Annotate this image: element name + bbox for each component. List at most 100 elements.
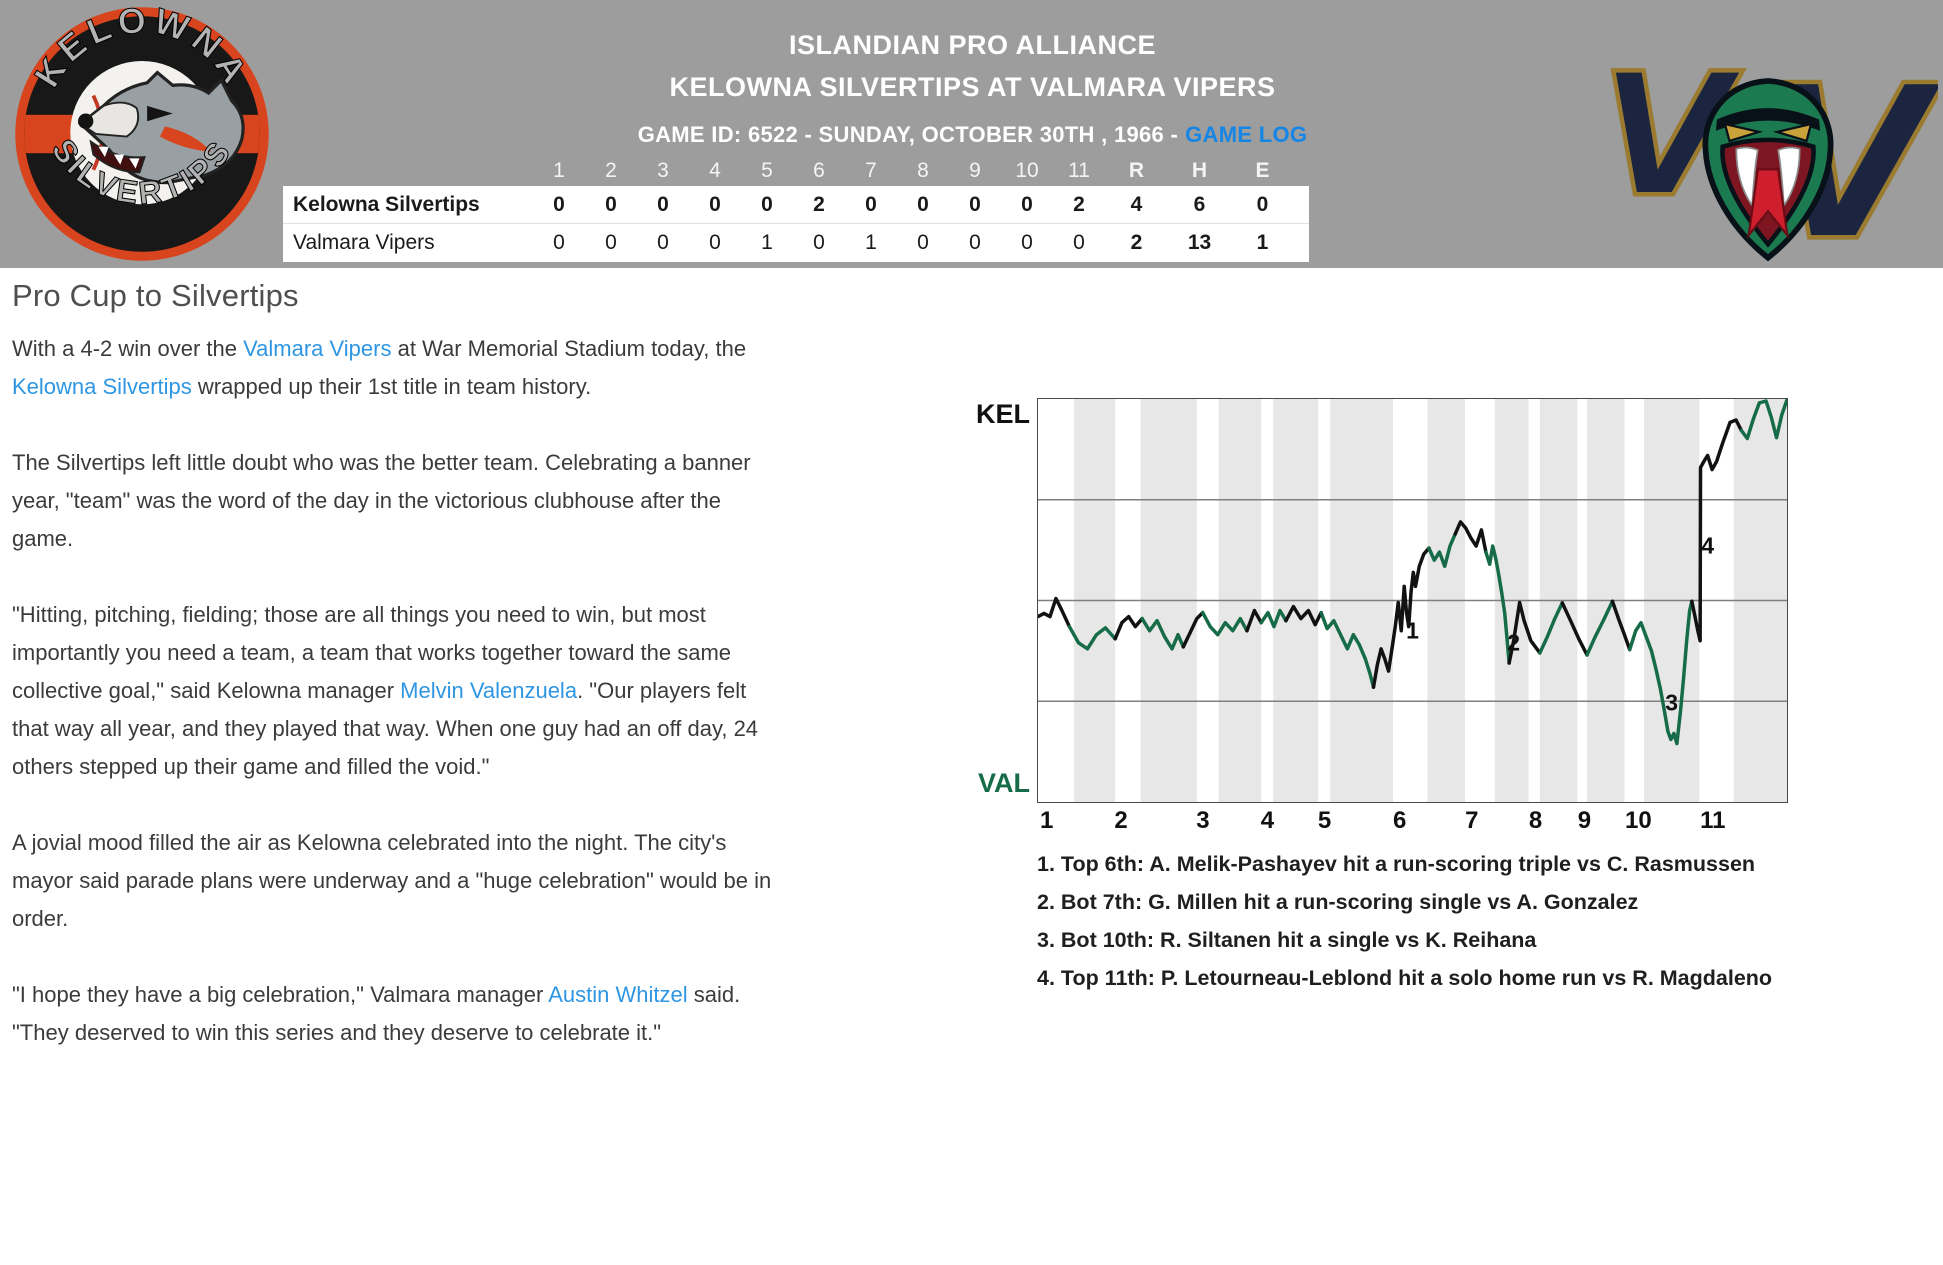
linescore-col-9: 9 bbox=[969, 158, 981, 182]
linescore-header-row: 1 2 3 4 5 6 7 8 9 10 11 R H E bbox=[283, 155, 1309, 186]
x-tick-inning-5: 5 bbox=[1317, 807, 1332, 834]
inning-score: 2 bbox=[813, 192, 825, 216]
linescore-row: Valmara Vipers 0 0 0 0 1 0 1 0 0 0 0 2 13 1 bbox=[283, 224, 1309, 262]
x-tick-inning-11: 11 bbox=[1700, 807, 1726, 834]
article-text: . "Our players felt that way all year, a… bbox=[12, 678, 759, 779]
team-name: Valmara Vipers bbox=[293, 231, 435, 254]
linescore-table: 1 2 3 4 5 6 7 8 9 10 11 R H E Kelowna Silvertips 0 0 0 0 0… bbox=[283, 155, 1309, 262]
inning-score: 0 bbox=[553, 192, 565, 216]
win-probability-line-val bbox=[1201, 610, 1249, 637]
chart-annotation-2: 2 bbox=[1507, 629, 1521, 656]
inning-score: 1 bbox=[761, 231, 773, 254]
game-log-link[interactable]: GAME LOG bbox=[1185, 122, 1308, 147]
article-text: A jovial mood filled the air as Kelowna … bbox=[12, 830, 772, 931]
x-tick-inning-7: 7 bbox=[1465, 807, 1479, 834]
inning-score: 0 bbox=[553, 231, 565, 254]
chart-event: 2. Bot 7th: G. Millen hit a run-scoring … bbox=[1037, 890, 1639, 914]
errors-total: 0 bbox=[1256, 192, 1269, 216]
valmara-vipers-logo: V V bbox=[1598, 35, 1938, 291]
win-probability-line-kel bbox=[1507, 600, 1542, 665]
article-text: The Silvertips left little doubt who was… bbox=[12, 450, 751, 551]
x-tick-inning-4: 4 bbox=[1260, 807, 1275, 834]
win-probability-line-val bbox=[1538, 601, 1565, 655]
win-probability-line-kel bbox=[1453, 520, 1488, 554]
linescore-row: Kelowna Silvertips 0 0 0 0 0 2 0 0 0 0 2 4 6 0 bbox=[283, 186, 1309, 224]
win-probability-line-kel bbox=[1690, 418, 1744, 643]
article-paragraph: The Silvertips left little doubt who was… bbox=[12, 444, 780, 558]
x-tick-inning-8: 8 bbox=[1528, 807, 1543, 834]
chart-annotation-3: 3 bbox=[1665, 689, 1679, 716]
matchup-title: KELOWNA SILVERTIPS AT VALMARA VIPERS bbox=[669, 72, 1276, 102]
article-paragraph: A jovial mood filled the air as Kelowna … bbox=[12, 824, 780, 938]
linescore-col-10: 10 bbox=[1015, 158, 1039, 182]
win-probability-line-val bbox=[1259, 608, 1288, 629]
linescore-col-H: H bbox=[1191, 158, 1208, 182]
linescore-col-1: 1 bbox=[553, 158, 565, 182]
viper-head-icon bbox=[1702, 78, 1834, 262]
win-probability-line-kel bbox=[1610, 599, 1632, 652]
linescore-col-E: E bbox=[1255, 158, 1270, 182]
inning-score: 0 bbox=[605, 192, 617, 216]
article-paragraph: "Hitting, pitching, fielding; those are … bbox=[12, 596, 780, 786]
inning-score: 0 bbox=[761, 192, 773, 216]
inning-score: 0 bbox=[657, 192, 669, 216]
article-text: at War Memorial Stadium today, the bbox=[391, 336, 747, 361]
header-title-block: ISLANDIAN PRO ALLIANCE KELOWNA SILVERTIP… bbox=[480, 28, 1465, 148]
game-info-line: GAME ID: 6522 - SUNDAY, OCTOBER 30TH , 1… bbox=[480, 122, 1465, 148]
runs-total: 2 bbox=[1130, 231, 1143, 254]
win-probability-line-val bbox=[1140, 616, 1186, 651]
chart-annotation-1: 1 bbox=[1406, 617, 1419, 644]
article-text: "Hitting, pitching, fielding; those are … bbox=[12, 602, 732, 703]
x-tick-inning-10: 10 bbox=[1625, 807, 1652, 834]
win-probability-line-val bbox=[1739, 399, 1787, 441]
chart-event: 4. Top 11th: P. Letourneau-Leblond hit a… bbox=[1037, 966, 1773, 990]
linescore-col-5: 5 bbox=[761, 158, 773, 182]
hits-total: 6 bbox=[1193, 192, 1206, 216]
article-link[interactable]: Melvin Valenzuela bbox=[400, 678, 578, 703]
league-title: ISLANDIAN PRO ALLIANCE bbox=[789, 30, 1156, 60]
inning-score: 0 bbox=[709, 192, 721, 216]
inning-score: 0 bbox=[969, 231, 981, 254]
inning-score: 0 bbox=[657, 231, 669, 254]
chart-event: 1. Top 6th: A. Melik-Pashayev hit a run-… bbox=[1037, 852, 1756, 876]
inning-score: 0 bbox=[813, 231, 825, 254]
inning-score: 0 bbox=[1021, 231, 1033, 254]
article-text: With a 4-2 win over the bbox=[12, 336, 244, 361]
chart-annotation-4: 4 bbox=[1701, 532, 1714, 559]
linescore-body: Kelowna Silvertips 0 0 0 0 0 2 0 0 0 0 2 4 6 0 Valmara … bbox=[283, 186, 1309, 262]
win-probability-line-kel bbox=[1113, 614, 1144, 641]
win-probability-line-kel bbox=[1038, 596, 1072, 629]
win-probability-line-val bbox=[1067, 624, 1117, 651]
linescore-col-7: 7 bbox=[865, 158, 877, 182]
linescore-col-11: 11 bbox=[1068, 158, 1090, 182]
article-paragraph: "I hope they have a big celebration," Va… bbox=[12, 976, 780, 1052]
inning-score: 0 bbox=[1021, 192, 1033, 216]
article-text: wrapped up their 1st title in team histo… bbox=[191, 374, 592, 399]
val-axis-label: VAL bbox=[978, 768, 1030, 798]
article-link[interactable]: Valmara Vipers bbox=[243, 336, 392, 361]
linescore-col-6: 6 bbox=[813, 158, 825, 182]
article-text: said. "They deserved to win this series … bbox=[12, 982, 741, 1045]
inning-score: 1 bbox=[865, 231, 877, 254]
inning-score: 0 bbox=[865, 192, 877, 216]
article-link[interactable]: Kelowna Silvertips bbox=[12, 374, 192, 399]
article-link[interactable]: Austin Whitzel bbox=[548, 982, 688, 1007]
win-probability-line-kel bbox=[1181, 610, 1205, 649]
win-probability-line-kel bbox=[1284, 604, 1323, 627]
inning-score: 0 bbox=[969, 192, 981, 216]
linescore-col-8: 8 bbox=[917, 158, 929, 182]
x-tick-inning-2: 2 bbox=[1114, 807, 1128, 834]
win-probability-line-val bbox=[1319, 610, 1376, 689]
x-tick-inning-6: 6 bbox=[1392, 807, 1407, 834]
win-probability-line-val bbox=[1427, 532, 1457, 569]
bear-head-icon bbox=[78, 70, 245, 185]
win-probability-line-val bbox=[1585, 599, 1615, 657]
win-probability-line-val bbox=[1484, 544, 1511, 665]
win-probability-line-kel bbox=[1560, 601, 1589, 657]
inning-score: 0 bbox=[917, 192, 929, 216]
inning-score: 0 bbox=[605, 231, 617, 254]
x-tick-inning-9: 9 bbox=[1577, 807, 1592, 834]
scoreboard-header: KELOWNA SILVERTIPS ISLANDIAN PRO ALLIANC… bbox=[0, 0, 1943, 291]
linescore-col-2: 2 bbox=[605, 158, 617, 182]
x-tick-inning-1: 1 bbox=[1040, 807, 1054, 834]
